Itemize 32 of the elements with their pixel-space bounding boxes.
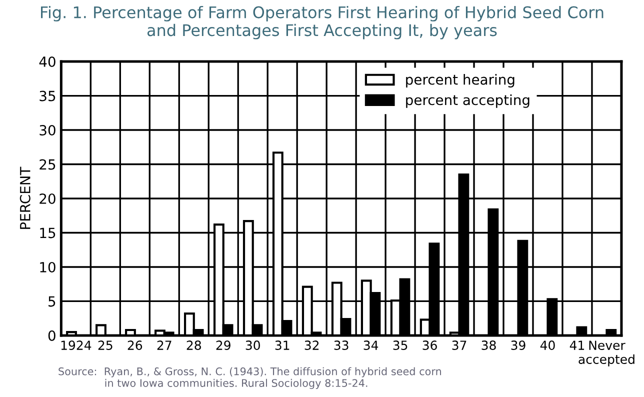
x-tick-label: 36 — [422, 340, 437, 350]
x-tick-label: 25 — [98, 340, 112, 350]
source-note: Source: Ryan, B., & Gross, N. C. (1943). The diffusion of hybrid seed corn in two Iowa communities. Rural Sociology 8:15-24. — [58, 367, 442, 389]
x-tick-label: 40 — [540, 340, 555, 350]
y-tick-label: 15 — [40, 228, 56, 238]
y-tick-label: 0 — [48, 330, 56, 341]
x-tick-label: 32 — [304, 340, 319, 350]
x-tick-label: 37 — [452, 340, 466, 350]
y-axis-title: PERCENT — [20, 166, 30, 229]
x-tick-label: 34 — [364, 340, 378, 350]
x-tick-label: 33 — [334, 340, 348, 350]
legend-label: percent hearing — [406, 74, 514, 88]
x-tick-label: 29 — [216, 340, 230, 350]
x-tick-label: 30 — [246, 340, 260, 350]
x-tick-label: 35 — [393, 340, 408, 350]
x-tick-label: 39 — [511, 340, 526, 350]
x-tick-label: 28 — [186, 340, 201, 350]
y-tick-label: 25 — [40, 159, 56, 170]
y-tick-label: 40 — [39, 56, 56, 68]
x-tick-label: 26 — [128, 340, 142, 350]
y-tick-label: 35 — [40, 90, 56, 102]
y-tick-label: 5 — [48, 296, 56, 307]
x-tick-label: 1924 — [61, 340, 92, 350]
legend-label: percent accepting — [406, 94, 530, 108]
x-tick-label: 41 — [570, 340, 584, 350]
x-tick-label: 31 — [275, 340, 290, 350]
y-tick-label: 30 — [40, 124, 56, 136]
x-tick-label: 38 — [482, 340, 496, 350]
x-tick-label: 27 — [157, 340, 172, 350]
chart-title: Fig. 1. Percentage of Farm Operators First Hearing of Hybrid Seed Corn and Percentages First Accepting It, by years — [41, 6, 604, 40]
y-tick-label: 10 — [40, 262, 56, 272]
y-tick-label: 20 — [40, 193, 56, 204]
